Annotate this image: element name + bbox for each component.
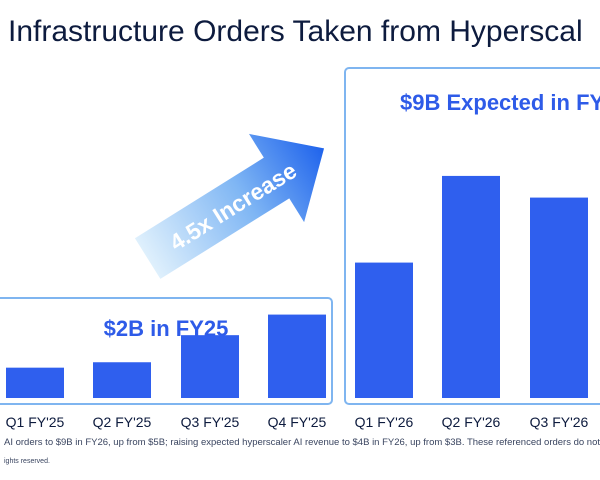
increase-arrow-label: 4.5x Increase (165, 157, 301, 256)
tick-label-q1-fy-25: Q1 FY'25 (6, 414, 65, 430)
bar-series (6, 175, 588, 398)
arrow-shape-icon (134, 133, 325, 279)
bar-q2-fy-25 (93, 362, 151, 398)
tick-label-q4-fy-25: Q4 FY'25 (268, 414, 327, 430)
rights-text: ights reserved. (4, 458, 50, 465)
page-title: Infrastructure Orders Taken from Hypersc… (8, 15, 583, 48)
bar-q4-fy-25 (268, 314, 326, 398)
tick-label-q2-fy-25: Q2 FY'25 (93, 414, 152, 430)
footnote-text: AI orders to $9B in FY26, up from $5B; r… (4, 437, 600, 448)
tick-label-q3-fy-25: Q3 FY'25 (181, 414, 240, 430)
tick-label-q1-fy-26: Q1 FY'26 (355, 414, 414, 430)
bar-q1-fy-25 (6, 367, 64, 398)
x-axis-tick-labels: Q1 FY'25 Q2 FY'25 Q3 FY'25 Q4 FY'25 Q1 FY'26… (6, 414, 589, 430)
tick-label-q2-fy-26: Q2 FY'26 (442, 414, 501, 430)
increase-arrow: 4.5x Increase (134, 133, 325, 279)
bar-q1-fy-26 (355, 262, 413, 398)
fy26-group-label: $9B Expected in FY (400, 90, 600, 115)
fy26-group-box (344, 67, 600, 405)
bar-q3-fy-25 (181, 335, 239, 398)
bar-q3-fy-26 (530, 197, 588, 398)
tick-label-q3-fy-26: Q3 FY'26 (530, 414, 589, 430)
fy25-group-box (0, 297, 333, 405)
bar-q2-fy-26 (442, 175, 500, 398)
